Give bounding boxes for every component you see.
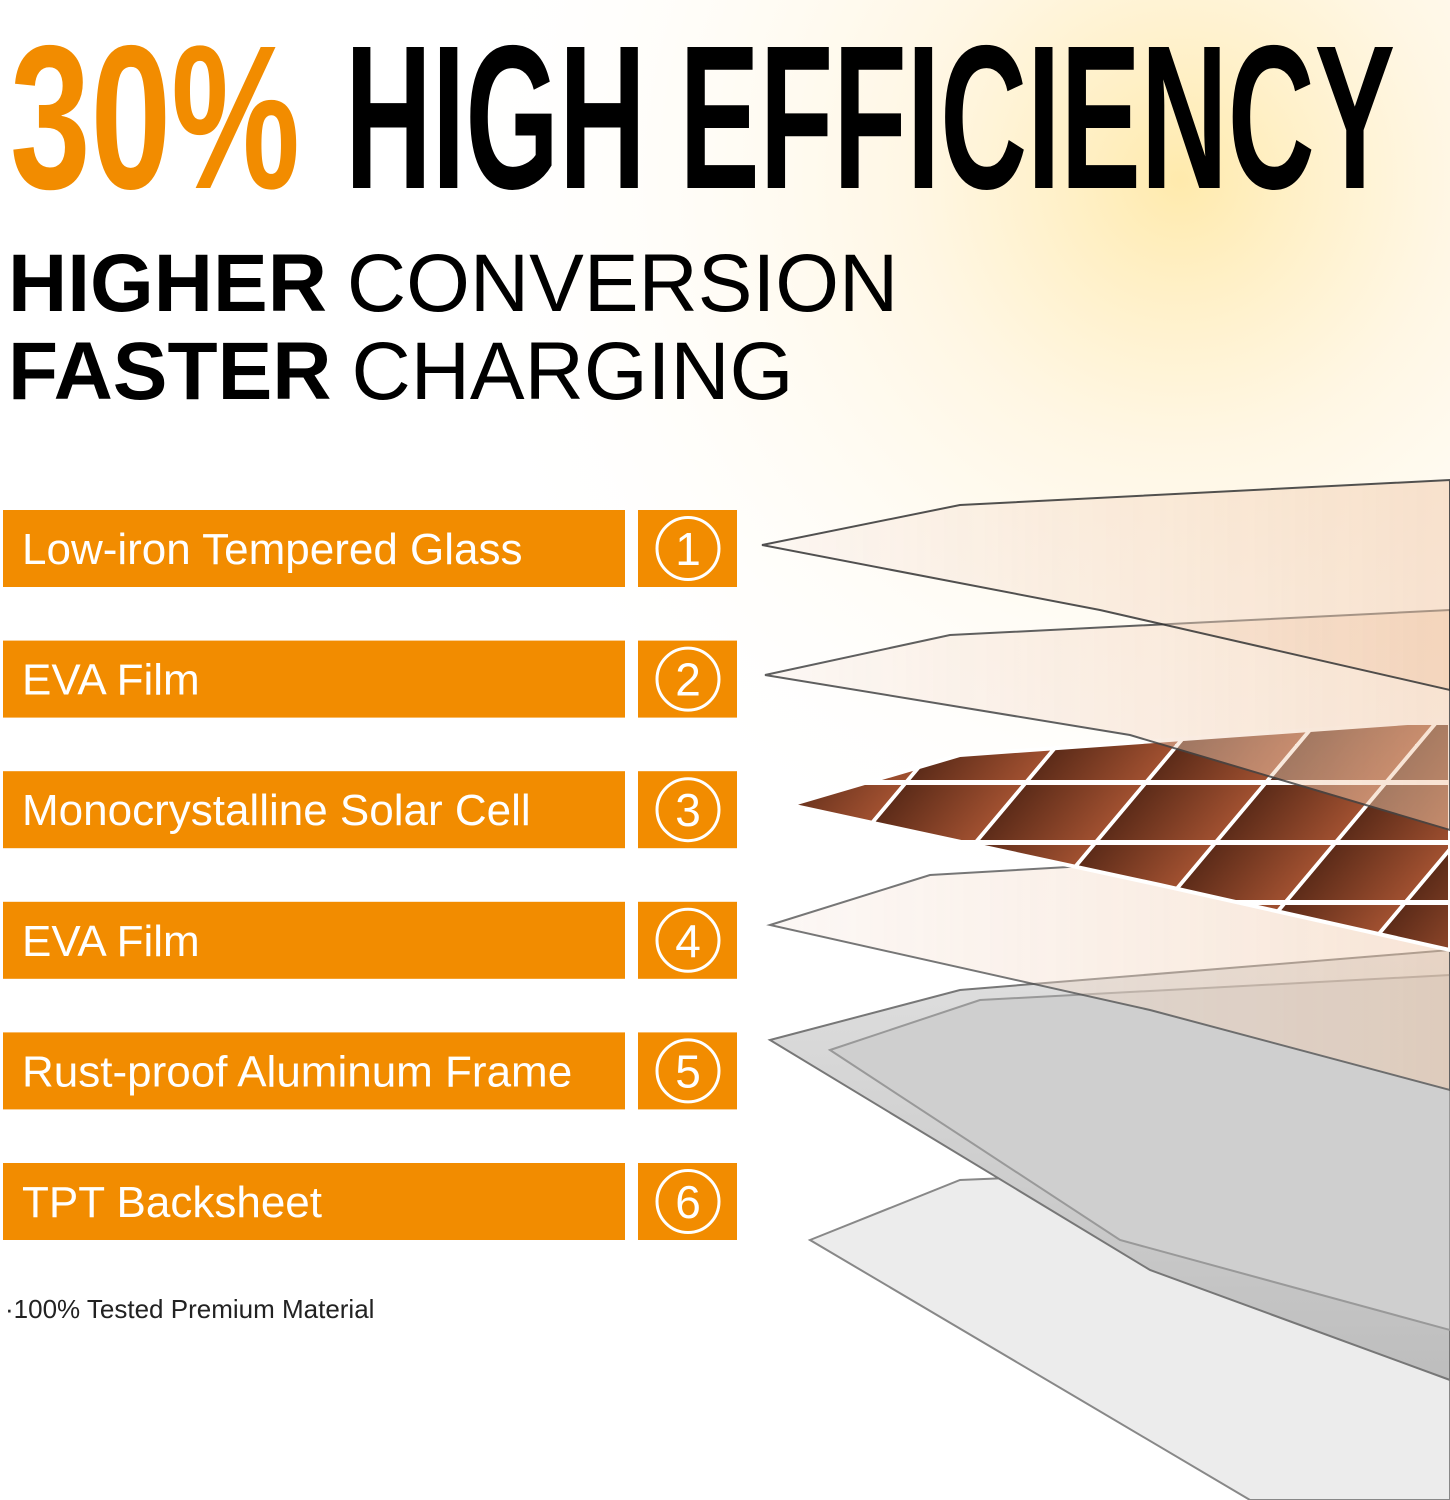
layer-bar [3, 640, 625, 718]
layer-number-circle [655, 646, 721, 712]
layer-bar [3, 771, 625, 849]
footnote: ·100% Tested Premium Material [5, 1294, 374, 1324]
layer-bar [3, 1163, 625, 1240]
subtitle-line: FASTER CHARGING [8, 326, 793, 417]
layer-number-circle [655, 777, 721, 843]
layer-bar [3, 901, 625, 979]
layer-label: Low-iron Tempered Glass [22, 525, 523, 574]
layer-label: Rust-proof Aluminum Frame [22, 1047, 572, 1096]
layer-number-circle [655, 907, 721, 973]
subtitle-text: CONVERSION [347, 238, 898, 329]
headline-highlight: 30% [10, 3, 300, 232]
layer-number-circle [655, 1038, 721, 1104]
layer-number: 5 [675, 1045, 701, 1097]
layer-number: 3 [675, 784, 701, 836]
headline: HIGH EFFICIENCY [345, 3, 1395, 232]
layer-number: 4 [675, 915, 701, 967]
layer-number: 2 [675, 654, 701, 706]
layer-bar [3, 1032, 625, 1110]
layer-label: EVA Film [22, 917, 200, 966]
layer-bar [3, 510, 625, 587]
subtitle-line: HIGHER CONVERSION [8, 238, 898, 329]
panel-illustration [761, 478, 1450, 1500]
layer-number-circle [655, 516, 721, 581]
subtitle-text: CHARGING [351, 326, 793, 417]
layer-number: 6 [675, 1176, 701, 1228]
layer-number-circle [655, 1169, 721, 1234]
layer-label: TPT Backsheet [22, 1178, 322, 1227]
layer-label: EVA Film [22, 656, 200, 705]
subtitle-bold: HIGHER [8, 238, 327, 329]
subtitle-bold: FASTER [8, 326, 331, 417]
layer-number: 1 [675, 523, 701, 575]
layer-label: Monocrystalline Solar Cell [22, 786, 531, 835]
